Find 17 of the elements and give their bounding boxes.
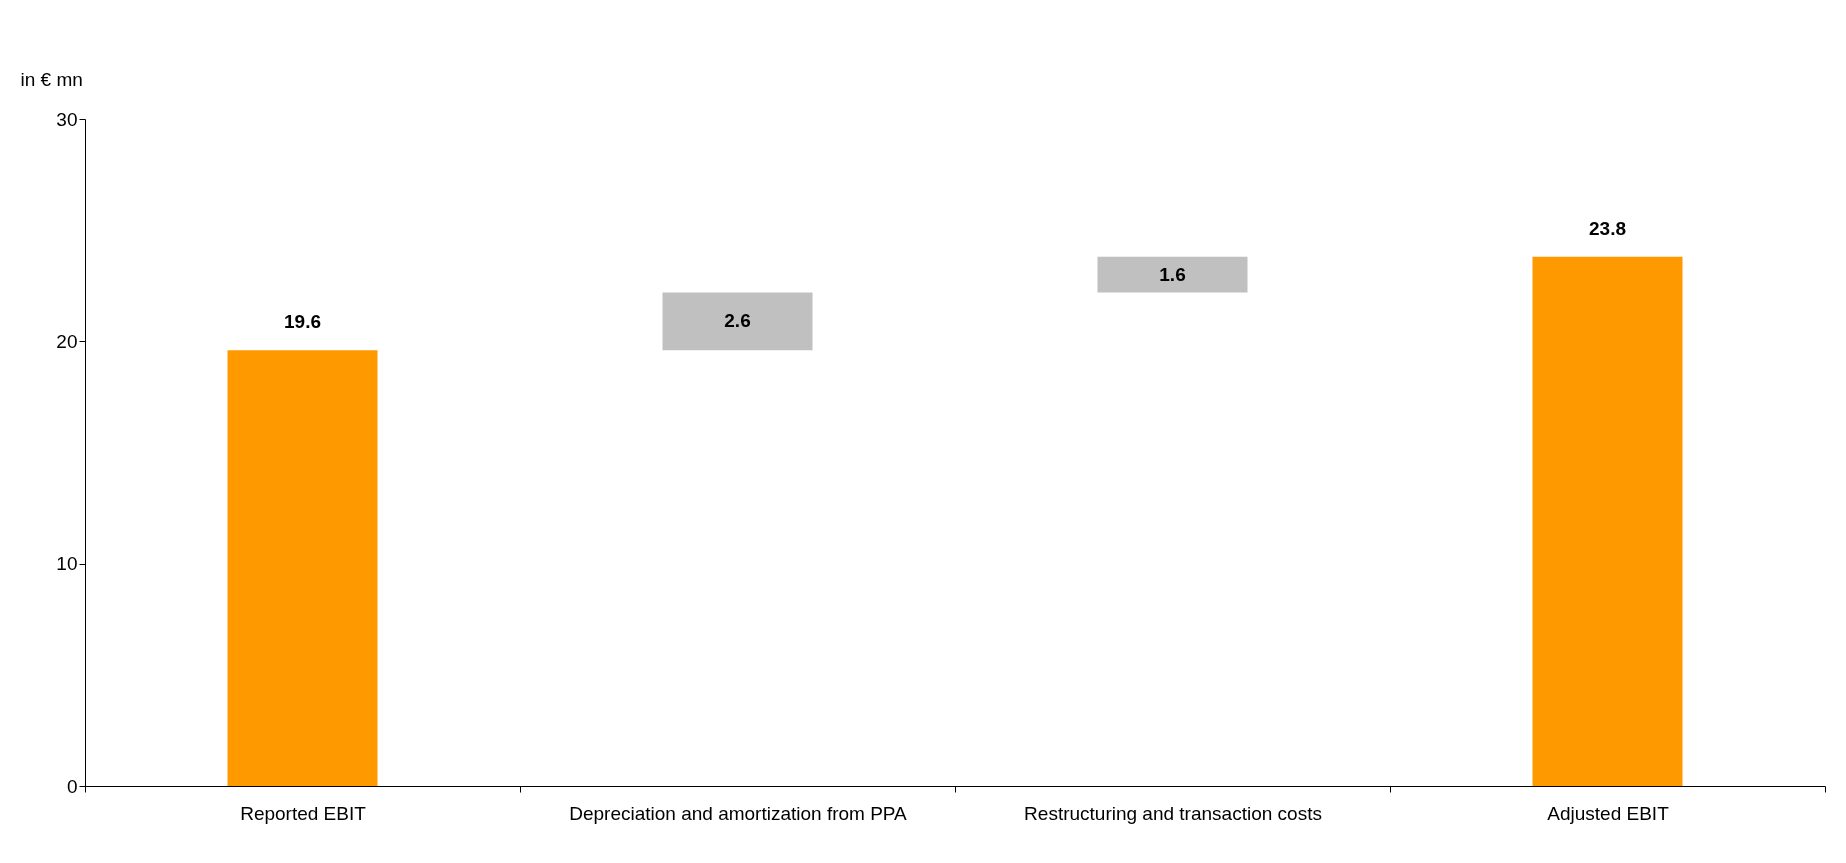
x-tick-label: Depreciation and amortization from PPA	[569, 802, 908, 824]
data-label: 19.6	[284, 311, 321, 333]
data-label: 1.6	[1159, 263, 1186, 285]
y-axis-title: in € mn	[20, 68, 83, 90]
y-tick-label: 20	[56, 330, 78, 352]
bar	[1097, 256, 1248, 293]
bar	[662, 292, 813, 351]
x-tick-label: Restructuring and transaction costs	[1024, 802, 1322, 824]
bar	[1532, 256, 1683, 786]
y-tick-label: 10	[56, 553, 78, 575]
data-label: 23.8	[1589, 217, 1626, 239]
y-tick-label: 30	[56, 108, 78, 130]
data-label: 2.6	[724, 310, 751, 332]
y-tick-label: 0	[66, 775, 78, 797]
x-tick-label: Reported EBIT	[240, 802, 367, 824]
bar	[227, 350, 378, 786]
x-tick-label: Adjusted EBIT	[1547, 802, 1670, 824]
